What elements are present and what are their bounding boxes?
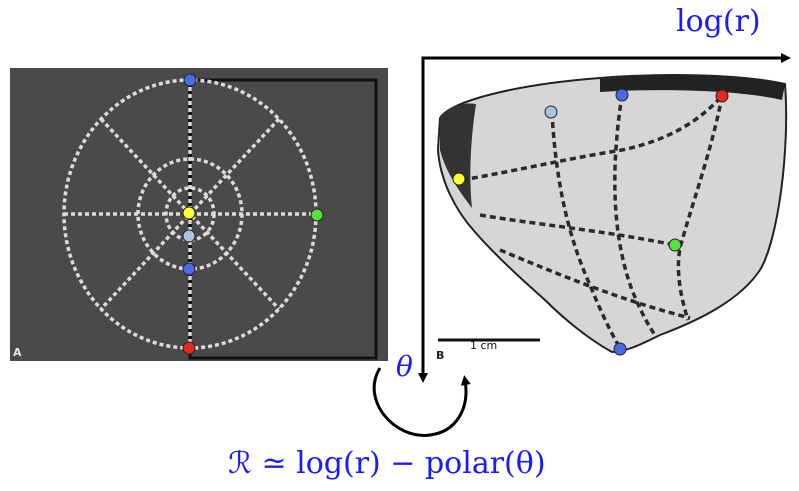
marker-green-right [310,208,324,222]
diagonal-spoke-1 [99,117,281,311]
stripe-4 [461,94,724,182]
diagonal-spoke-2 [99,117,281,311]
panel-b-cortex [423,62,790,366]
cortex-tissue [436,74,788,354]
log-r-label: log(r) [676,4,761,39]
marker-blue-bottom-b [613,342,627,356]
marker-blue-lower [182,262,196,276]
scale-bar-label: 1 cm [470,339,498,352]
panel-a-stimulus [10,68,388,361]
panel-a-tag: A [13,346,22,359]
marker-red-top-b [715,89,729,103]
panel-b-tag: B [436,349,445,362]
marker-green-right-b [668,238,682,252]
marker-red-bottom [182,341,196,355]
stripe-6 [499,248,691,320]
cortex-dark-edge-left [440,103,476,208]
theta-label: θ [396,350,413,383]
stripe-2 [613,94,657,337]
marker-yellow-left [452,172,466,186]
cortex-dark-edge-top [600,75,785,100]
marker-lightblue [544,105,558,119]
stripe-5 [479,213,676,247]
axes [372,53,791,437]
marker-blue-top-b [615,88,629,102]
stripe-1 [550,111,622,349]
activation-stripes [461,94,724,349]
marker-yellow-center [182,206,196,220]
marker-lightblue-center [182,229,196,243]
stripe-3 [676,95,724,321]
theta-rotation-arrow [372,367,471,437]
marker-blue-top [183,73,197,87]
mapping-formula: ℛ ≃ log(r) − polar(θ) [228,446,546,481]
